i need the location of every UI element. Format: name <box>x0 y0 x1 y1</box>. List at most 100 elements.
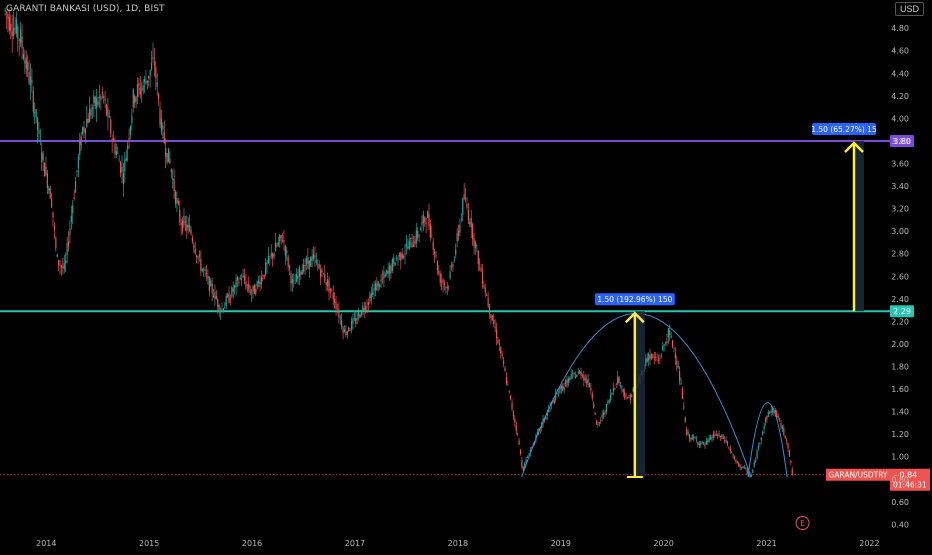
y-tick-label: 4.20 <box>891 92 909 101</box>
candle-body <box>335 302 337 310</box>
candle-body <box>418 234 420 236</box>
candle-body <box>652 354 654 358</box>
candle-body <box>512 410 515 417</box>
candle-body <box>740 467 743 468</box>
measurement-tools-group[interactable]: 1.50 (192.96%) 150 1.50 (65.27%) 15 <box>594 122 877 478</box>
earnings-event-marker[interactable] <box>795 516 810 530</box>
candle-body <box>488 304 491 314</box>
candle-body <box>24 60 26 64</box>
candle-body <box>107 108 109 118</box>
candle-body <box>76 170 78 173</box>
candle-body <box>369 295 371 299</box>
candle-body <box>148 76 150 79</box>
candle-body <box>305 258 308 265</box>
candle-body <box>701 441 703 444</box>
candle-body <box>14 27 16 30</box>
candle-body <box>624 392 626 398</box>
candle-body <box>788 451 791 457</box>
candle-body <box>345 331 347 336</box>
candle-body <box>83 126 85 132</box>
candle-body <box>341 320 343 328</box>
y-tick-label: 4.40 <box>891 69 909 78</box>
candle-body <box>255 288 257 294</box>
candle-body <box>8 17 10 31</box>
candle-body <box>494 326 496 329</box>
candle-body <box>707 440 709 443</box>
candle-body <box>274 242 277 252</box>
candle-body <box>176 198 178 204</box>
candle-body <box>481 271 484 284</box>
candle-body <box>131 115 133 123</box>
candle-body <box>98 96 101 98</box>
candle-body <box>112 138 115 140</box>
candle-body <box>301 270 303 275</box>
candle-body <box>25 57 27 69</box>
candle-body <box>764 418 767 422</box>
candle-body <box>118 161 120 162</box>
candle-body <box>284 245 286 256</box>
candle-body <box>104 98 106 101</box>
candle-body <box>367 302 370 305</box>
y-tick-label: 1.40 <box>891 408 909 417</box>
candle-body <box>241 279 243 280</box>
candle-body <box>286 250 288 254</box>
candle-body <box>80 136 82 146</box>
candle-body <box>357 312 360 317</box>
arc-drawing-2[interactable] <box>747 402 788 478</box>
candle-body <box>81 127 84 134</box>
currency-badge[interactable]: USD <box>894 2 924 16</box>
candle-body <box>555 393 557 400</box>
candle-body <box>774 409 776 413</box>
candle-body <box>756 450 758 459</box>
candle-body <box>142 85 144 92</box>
candle-body <box>573 372 575 375</box>
candle-body <box>121 166 123 173</box>
candle-body <box>222 308 224 312</box>
candle-body <box>210 280 212 287</box>
candle-body <box>439 273 441 283</box>
candle-body <box>370 293 372 302</box>
resistance-price-tag <box>890 134 914 147</box>
candle-body <box>158 93 160 100</box>
candle-body <box>281 240 284 242</box>
candle-body <box>205 273 208 275</box>
x-tick-label: 2016 <box>242 539 262 548</box>
candle-body <box>374 283 377 291</box>
candle-body <box>376 283 378 291</box>
candle-body <box>288 265 291 268</box>
candle-body <box>177 200 179 204</box>
candle-body <box>466 203 468 208</box>
candle-body <box>469 221 471 225</box>
candle-body <box>352 318 354 324</box>
candle-body <box>267 255 270 263</box>
candle-body <box>773 410 775 413</box>
candle-body <box>728 446 730 448</box>
candle-body <box>211 283 213 294</box>
candle-body <box>387 270 389 275</box>
candle-body <box>232 288 234 292</box>
arcs-group <box>521 312 788 478</box>
candle-body <box>559 386 561 394</box>
candle-body <box>600 420 602 421</box>
events-group[interactable]: E <box>795 516 810 530</box>
candle-body <box>567 378 569 383</box>
candle-body <box>110 119 112 134</box>
candle-body <box>4 9 6 12</box>
candle-body <box>412 244 415 247</box>
candle-body <box>500 347 502 354</box>
candle-body <box>669 330 671 335</box>
candle-body <box>87 118 89 123</box>
candle-body <box>593 403 595 408</box>
candle-body <box>321 268 323 273</box>
candle-body <box>776 410 778 418</box>
candle-body <box>117 152 119 154</box>
candle-body <box>380 279 382 282</box>
candle-body <box>718 433 720 437</box>
candle-body <box>228 293 230 303</box>
symbol-title: GARANTI BANKASI (USD), 1D, BIST <box>6 4 165 14</box>
candle-body <box>338 309 340 318</box>
candle-body <box>653 357 655 359</box>
candle-body <box>670 335 672 338</box>
